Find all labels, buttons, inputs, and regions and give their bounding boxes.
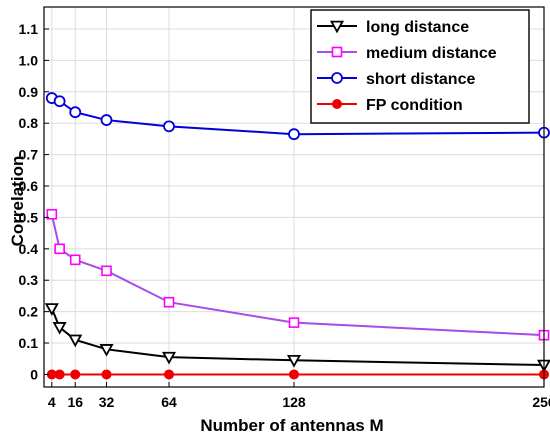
data-point	[46, 208, 58, 220]
x-axis-label: Number of antennas M	[200, 416, 383, 435]
x-tick-label: 16	[67, 394, 83, 410]
data-point	[70, 369, 81, 380]
data-point	[99, 344, 114, 357]
series-fp-condition	[46, 369, 549, 380]
y-tick-label: 0.9	[19, 84, 39, 100]
plot-frame	[43, 6, 545, 388]
legend-marker	[331, 46, 343, 58]
y-tick-label: 0.8	[19, 115, 39, 131]
y-tick-label: 0.3	[19, 272, 39, 288]
data-point	[68, 334, 83, 348]
y-tick-label: 0.4	[19, 241, 39, 257]
legend-label: FP condition	[366, 97, 463, 114]
x-tick-label: 256	[532, 394, 550, 410]
series-layer	[44, 92, 550, 380]
legend-label: short distance	[366, 71, 475, 88]
y-tick-label: 0.6	[19, 178, 39, 194]
legend: long distance medium distance short distan…	[310, 9, 530, 124]
tick-labels: 0 0.1 0.2 0.3 0.4 0.5 0.6 0.7 0.8 0.9 1.0 1.1 4 16 32 6…	[19, 21, 550, 410]
data-point	[163, 120, 175, 133]
y-tick-label: 0.1	[19, 335, 39, 351]
y-tick-label: 0.2	[19, 304, 39, 320]
data-point	[54, 243, 65, 255]
data-point	[286, 355, 302, 368]
data-point	[101, 369, 112, 380]
series-long-distance	[44, 303, 550, 373]
axes	[43, 6, 545, 388]
data-point	[289, 369, 299, 380]
x-tick-label: 128	[282, 394, 306, 410]
y-tick-label: 1.0	[19, 52, 39, 68]
data-point	[52, 322, 67, 335]
legend-marker	[331, 72, 343, 84]
legend-item: medium distance	[317, 45, 497, 62]
x-tick-label: 4	[48, 394, 56, 410]
data-point	[54, 369, 65, 380]
data-point	[288, 317, 300, 328]
data-point	[69, 106, 82, 119]
x-tick-label: 64	[161, 394, 177, 410]
data-point	[161, 351, 177, 365]
legend-item: short distance	[317, 71, 475, 88]
y-tick-label: 0.7	[19, 147, 39, 163]
legend-item: FP condition	[317, 97, 463, 114]
data-point	[164, 369, 174, 380]
data-point	[288, 128, 300, 141]
data-point	[44, 303, 59, 316]
data-point	[53, 95, 66, 108]
data-point	[69, 254, 81, 266]
y-tick-label: 0.5	[19, 209, 39, 225]
legend-label: long distance	[366, 19, 469, 36]
series-medium-distance	[46, 208, 550, 341]
y-tick-label: 1.1	[19, 21, 39, 37]
legend-marker	[332, 99, 342, 109]
legend-item: long distance	[317, 19, 469, 36]
legend-label: medium distance	[366, 45, 497, 62]
legend-marker	[329, 20, 345, 34]
y-tick-label: 0	[30, 366, 38, 382]
data-point	[163, 296, 175, 308]
x-tick-label: 32	[99, 394, 115, 410]
data-point	[100, 114, 113, 126]
data-point	[101, 265, 112, 277]
y-axis-label: Correlation	[8, 156, 27, 247]
